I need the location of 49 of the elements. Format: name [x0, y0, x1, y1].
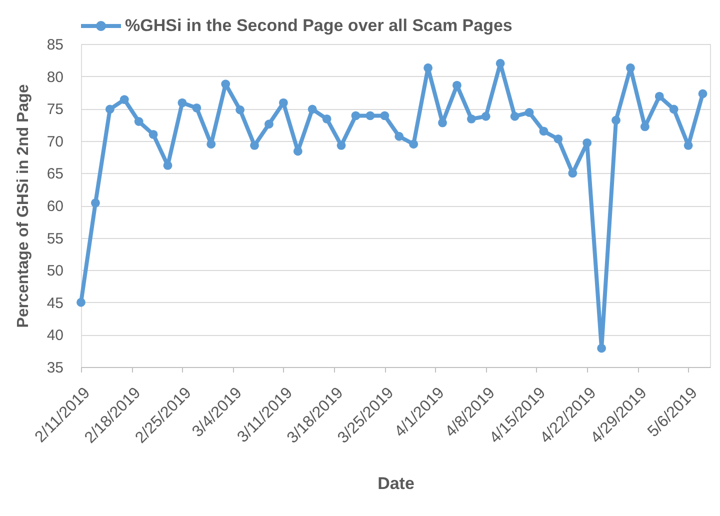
point — [264, 120, 274, 129]
point — [192, 103, 202, 112]
point — [510, 112, 520, 121]
y-tick-label: 40 — [46, 327, 64, 344]
point — [640, 122, 650, 132]
point — [236, 105, 245, 114]
point — [524, 108, 534, 117]
point — [76, 298, 86, 307]
point — [496, 58, 505, 68]
point — [582, 138, 592, 148]
legend-label: %GHSi in the Second Page over all Scam Pages — [125, 16, 512, 35]
point — [481, 112, 490, 121]
point — [178, 98, 187, 108]
point — [698, 89, 708, 98]
point — [539, 126, 548, 136]
point — [206, 140, 216, 149]
point — [654, 92, 664, 101]
y-tick-label: 70 — [46, 133, 64, 150]
point — [90, 198, 100, 208]
y-tick-label: 75 — [46, 101, 64, 118]
point — [626, 63, 635, 72]
y-tick-label: 80 — [46, 68, 64, 86]
point — [366, 111, 375, 120]
point — [612, 116, 620, 125]
y-tick-label: 85 — [46, 36, 64, 54]
x-axis-title: Date — [378, 474, 414, 494]
point — [554, 134, 563, 144]
point — [134, 117, 144, 126]
point — [351, 111, 360, 120]
point — [409, 140, 418, 149]
y-tick-label: 55 — [46, 230, 64, 248]
point — [308, 104, 317, 114]
point — [105, 104, 114, 114]
y-tick-label: 50 — [46, 262, 64, 280]
point — [380, 111, 390, 120]
y-tick-label: 35 — [46, 360, 64, 376]
point — [597, 344, 606, 353]
point — [250, 140, 259, 150]
y-tick-label: 45 — [46, 294, 64, 312]
point — [322, 114, 332, 124]
point — [394, 132, 404, 141]
point — [466, 114, 476, 124]
point — [669, 104, 678, 114]
point — [120, 95, 129, 104]
y-tick-label: 65 — [46, 166, 64, 183]
point — [148, 130, 158, 139]
point — [424, 63, 433, 72]
y-axis-title: Percentage of GHSi in 2nd Page — [14, 84, 32, 328]
y-tick-label: 60 — [46, 198, 64, 215]
